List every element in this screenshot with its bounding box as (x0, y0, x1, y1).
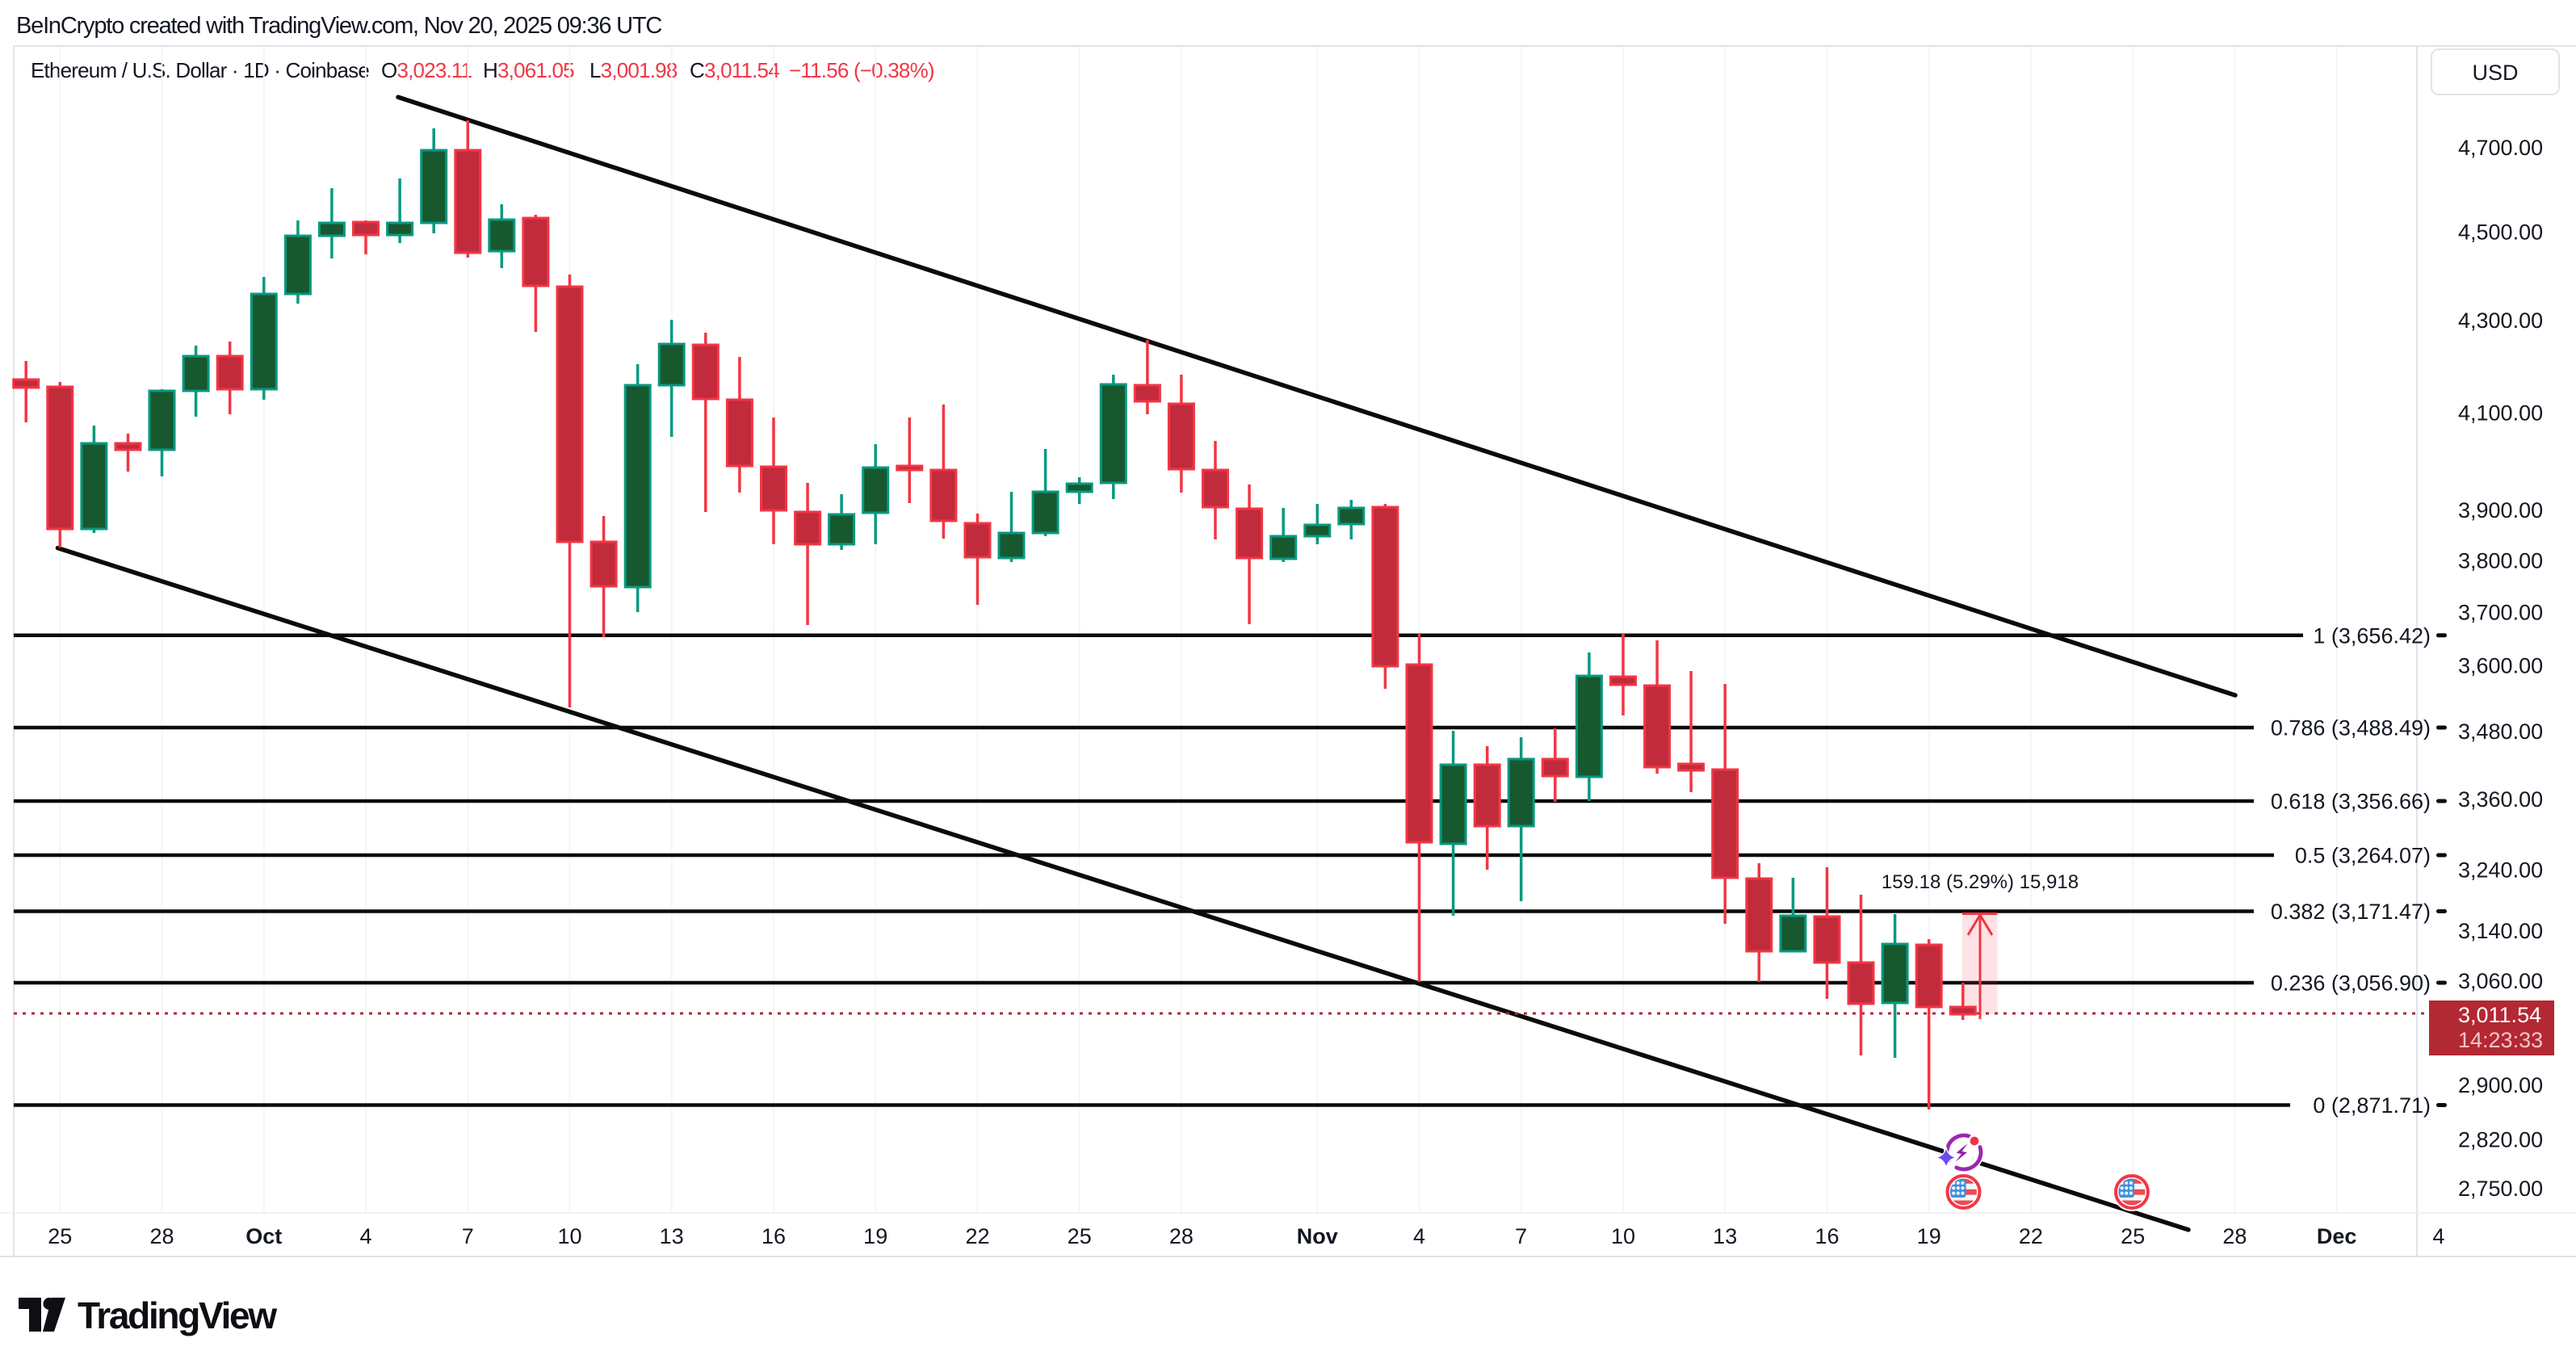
svg-text:4,500.00: 4,500.00 (2458, 220, 2543, 245)
svg-text:159.18 (5.29%) 15,918: 159.18 (5.29%) 15,918 (1882, 871, 2079, 893)
svg-text:1 (3,656.42): 1 (3,656.42) (2313, 623, 2431, 648)
svg-text:TradingView: TradingView (78, 1294, 277, 1336)
svg-text:3,060.00: 3,060.00 (2458, 969, 2543, 993)
svg-text:4: 4 (2432, 1224, 2444, 1248)
svg-text:Dec: Dec (2317, 1224, 2357, 1248)
svg-text:19: 19 (863, 1224, 887, 1248)
svg-text:USD: USD (2472, 61, 2518, 85)
svg-text:4,300.00: 4,300.00 (2458, 308, 2543, 333)
svg-text:0.618 (3,356.66): 0.618 (3,356.66) (2271, 790, 2431, 814)
svg-text:13: 13 (660, 1224, 684, 1248)
svg-text:4,700.00: 4,700.00 (2458, 136, 2543, 160)
svg-text:3,480.00: 3,480.00 (2458, 719, 2543, 744)
svg-text:2,750.00: 2,750.00 (2458, 1177, 2543, 1201)
svg-text:0.236 (3,056.90): 0.236 (3,056.90) (2271, 971, 2431, 996)
svg-text:22: 22 (965, 1224, 989, 1248)
svg-text:3,011.54: 3,011.54 (2458, 1003, 2541, 1027)
svg-text:3,360.00: 3,360.00 (2458, 787, 2543, 812)
svg-text:Nov: Nov (1297, 1224, 1338, 1248)
svg-text:2,820.00: 2,820.00 (2458, 1127, 2543, 1152)
svg-text:2,900.00: 2,900.00 (2458, 1073, 2543, 1097)
svg-text:28: 28 (149, 1224, 174, 1248)
svg-text:16: 16 (761, 1224, 786, 1248)
svg-text:3,240.00: 3,240.00 (2458, 858, 2543, 883)
svg-text:4: 4 (359, 1224, 371, 1248)
svg-text:14:23:33: 14:23:33 (2458, 1028, 2543, 1052)
svg-text:25: 25 (48, 1224, 72, 1248)
svg-text:3,900.00: 3,900.00 (2458, 498, 2543, 522)
svg-text:16: 16 (1815, 1224, 1839, 1248)
svg-text:3,600.00: 3,600.00 (2458, 653, 2543, 678)
svg-text:0.5 (3,264.07): 0.5 (3,264.07) (2295, 844, 2431, 868)
svg-text:28: 28 (2222, 1224, 2247, 1248)
svg-text:3,140.00: 3,140.00 (2458, 919, 2543, 943)
svg-text:7: 7 (462, 1224, 474, 1248)
svg-text:25: 25 (2121, 1224, 2145, 1248)
svg-text:4: 4 (1413, 1224, 1425, 1248)
svg-text:0 (2,871.71): 0 (2,871.71) (2313, 1093, 2431, 1118)
svg-text:10: 10 (1611, 1224, 1635, 1248)
svg-text:19: 19 (1917, 1224, 1941, 1248)
svg-text:3,800.00: 3,800.00 (2458, 548, 2543, 573)
svg-text:13: 13 (1713, 1224, 1737, 1248)
svg-text:Oct: Oct (245, 1224, 282, 1248)
svg-text:4,100.00: 4,100.00 (2458, 401, 2543, 426)
svg-text:10: 10 (557, 1224, 581, 1248)
svg-text:25: 25 (1068, 1224, 1092, 1248)
svg-text:0.382 (3,171.47): 0.382 (3,171.47) (2271, 900, 2431, 924)
svg-text:3,700.00: 3,700.00 (2458, 600, 2543, 624)
svg-text:7: 7 (1515, 1224, 1527, 1248)
svg-text:28: 28 (1169, 1224, 1194, 1248)
svg-text:0.786 (3,488.49): 0.786 (3,488.49) (2271, 716, 2431, 740)
svg-text:22: 22 (2019, 1224, 2043, 1248)
